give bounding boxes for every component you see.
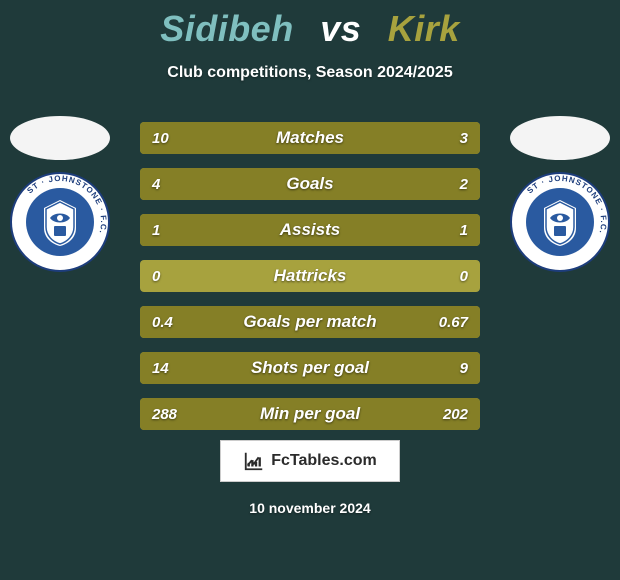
stat-label: Goals bbox=[140, 174, 480, 194]
stat-label: Assists bbox=[140, 220, 480, 240]
club-badge-icon: ST · JOHNSTONE · F.C. bbox=[510, 172, 610, 272]
logo-text: FcTables.com bbox=[271, 452, 377, 470]
logo-text-suffix: .com bbox=[339, 452, 376, 469]
date-text: 10 november 2024 bbox=[0, 500, 620, 516]
stat-row: 288202Min per goal bbox=[140, 398, 480, 430]
stat-row: 149Shots per goal bbox=[140, 352, 480, 384]
logo-text-tables: Tables bbox=[290, 452, 340, 469]
stat-row: 11Assists bbox=[140, 214, 480, 246]
stat-label: Matches bbox=[140, 128, 480, 148]
player2-photo bbox=[510, 116, 610, 160]
stat-row: 103Matches bbox=[140, 122, 480, 154]
stat-row: 00Hattricks bbox=[140, 260, 480, 292]
comparison-card: Sidibeh vs Kirk Club competitions, Seaso… bbox=[0, 0, 620, 580]
player2-name: Kirk bbox=[388, 8, 460, 49]
stat-label: Min per goal bbox=[140, 404, 480, 424]
player1-photo bbox=[10, 116, 110, 160]
stat-label: Goals per match bbox=[140, 312, 480, 332]
club-badge-icon: ST · JOHNSTONE · F.C. bbox=[10, 172, 110, 272]
chart-icon bbox=[243, 450, 265, 472]
player1-name: Sidibeh bbox=[160, 8, 294, 49]
stat-label: Shots per goal bbox=[140, 358, 480, 378]
subtitle: Club competitions, Season 2024/2025 bbox=[0, 64, 620, 82]
vs-text: vs bbox=[320, 8, 361, 49]
logo-text-fc: Fc bbox=[271, 452, 290, 469]
stat-bars: 103Matches 42Goals 11Assists 00Hattricks 0.4… bbox=[140, 122, 480, 444]
player2-club-badge: ST · JOHNSTONE · F.C. bbox=[510, 172, 610, 272]
title: Sidibeh vs Kirk bbox=[0, 8, 620, 50]
stat-row: 42Goals bbox=[140, 168, 480, 200]
stat-label: Hattricks bbox=[140, 266, 480, 286]
player1-club-badge: ST · JOHNSTONE · F.C. bbox=[10, 172, 110, 272]
stat-row: 0.40.67Goals per match bbox=[140, 306, 480, 338]
fctables-logo: FcTables.com bbox=[220, 440, 400, 482]
